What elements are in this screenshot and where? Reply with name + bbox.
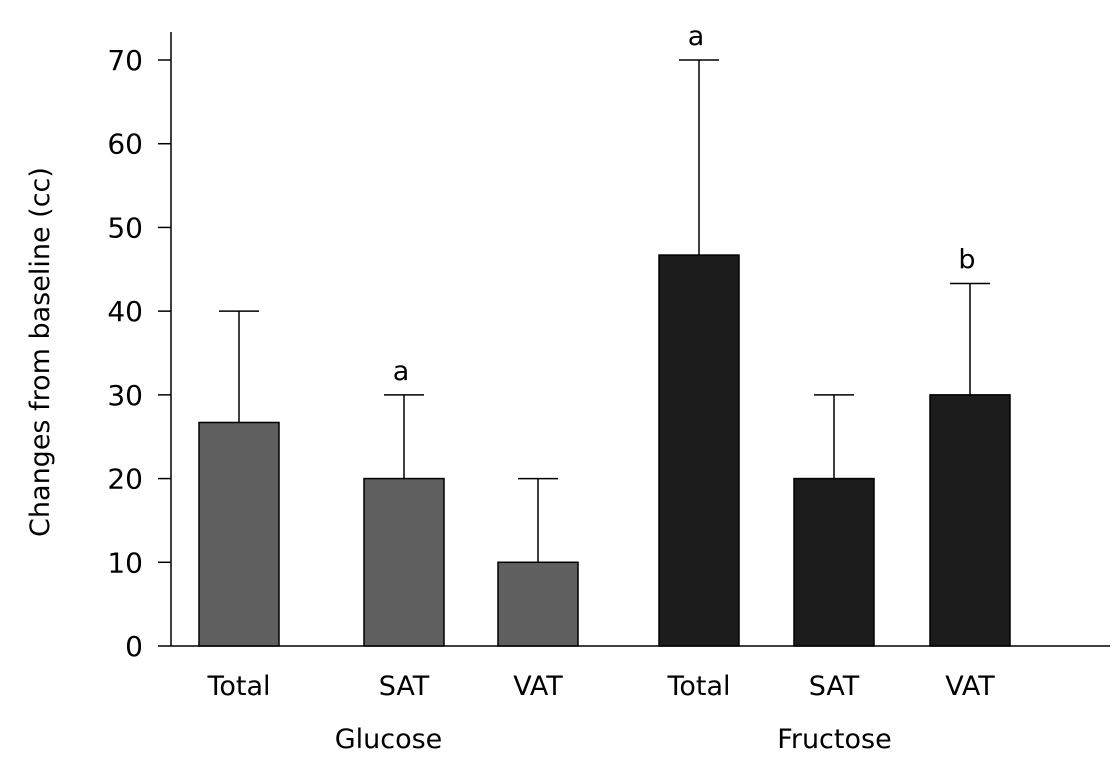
x-category-label: Total xyxy=(206,671,270,702)
y-tick-label: 50 xyxy=(107,211,143,244)
bar-fructose-vat xyxy=(929,394,1011,647)
bar-glucose-vat xyxy=(497,561,579,647)
x-category-label: SAT xyxy=(379,671,430,702)
x-category-label: SAT xyxy=(809,671,860,702)
x-category-label: Total xyxy=(666,671,730,702)
group-label-fructose: Fructose xyxy=(777,724,891,755)
y-tick-label: 20 xyxy=(107,463,143,496)
bar-fructose-sat xyxy=(793,477,875,647)
y-tick-label: 10 xyxy=(107,546,143,579)
y-tick-label: 0 xyxy=(125,630,143,663)
bar-fructose-total xyxy=(658,254,740,647)
bars-layer xyxy=(198,59,1011,647)
group-label-glucose: Glucose xyxy=(335,724,443,755)
y-tick-label: 60 xyxy=(107,128,143,161)
significance-marker: b xyxy=(958,245,975,276)
x-category-label: VAT xyxy=(513,671,563,702)
bar-glucose-sat xyxy=(363,477,445,647)
significance-marker: a xyxy=(393,356,410,387)
y-tick-label: 30 xyxy=(107,379,143,412)
bar-glucose-total xyxy=(198,421,280,647)
y-tick-label: 40 xyxy=(107,295,143,328)
y-axis-label: Changes from baseline (cc) xyxy=(25,167,56,537)
significance-marker: a xyxy=(688,21,705,52)
x-category-label: VAT xyxy=(945,671,995,702)
labels-layer: 0 10 20 30 40 50 60 70 Changes from baseline (cc… xyxy=(25,21,995,755)
y-tick-label: 70 xyxy=(107,44,143,77)
